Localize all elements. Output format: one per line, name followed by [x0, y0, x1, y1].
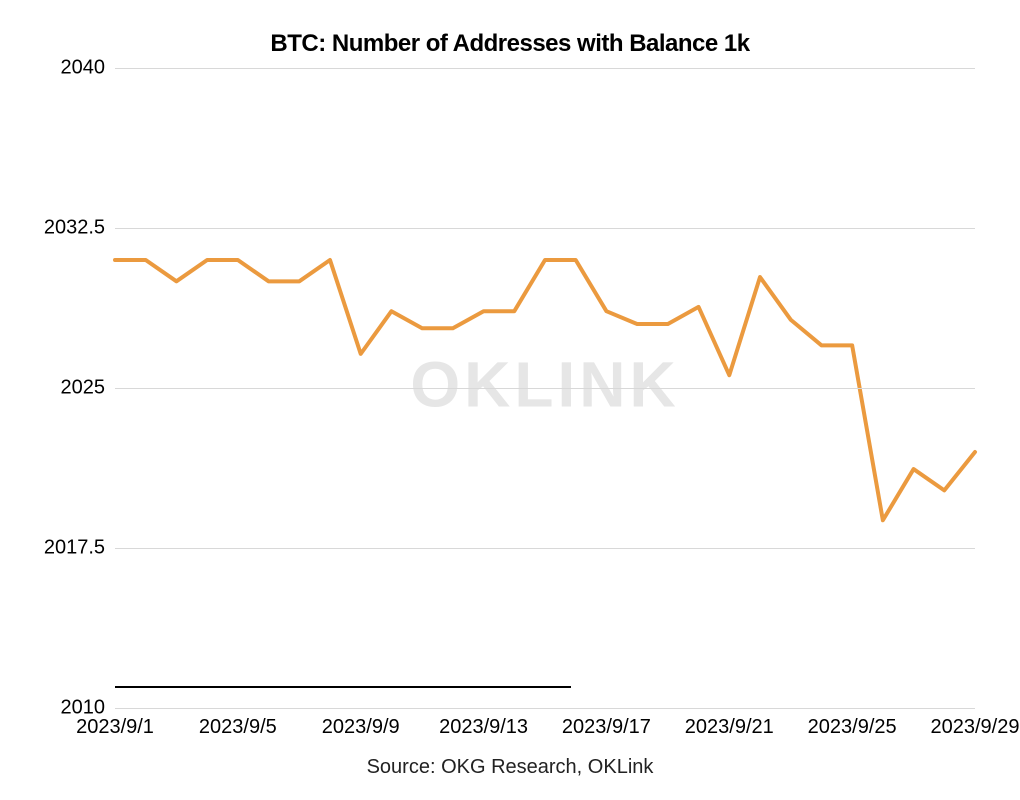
chart-container: BTC: Number of Addresses with Balance 1k… — [0, 0, 1020, 800]
source-label: Source: OKG Research, OKLink — [20, 756, 1000, 779]
gridline — [115, 548, 975, 549]
x-tick-label: 2023/9/17 — [562, 708, 651, 739]
gridline — [115, 228, 975, 229]
x-tick-label: 2023/9/21 — [685, 708, 774, 739]
x-axis-line — [115, 686, 571, 688]
x-tick-label: 2023/9/29 — [931, 708, 1020, 739]
chart-title: BTC: Number of Addresses with Balance 1k — [20, 30, 1000, 58]
x-tick-label: 2023/9/1 — [76, 708, 154, 739]
x-tick-label: 2023/9/25 — [808, 708, 897, 739]
data-line — [115, 260, 975, 520]
y-tick-label: 2025 — [61, 377, 116, 400]
x-tick-label: 2023/9/9 — [322, 708, 400, 739]
y-tick-label: 2040 — [61, 57, 116, 80]
x-tick-label: 2023/9/13 — [439, 708, 528, 739]
y-tick-label: 2017.5 — [44, 537, 115, 560]
plot-area: OKLINK 20102017.520252032.520402023/9/12… — [115, 68, 975, 708]
gridline — [115, 68, 975, 69]
gridline — [115, 388, 975, 389]
x-tick-label: 2023/9/5 — [199, 708, 277, 739]
y-tick-label: 2032.5 — [44, 217, 115, 240]
